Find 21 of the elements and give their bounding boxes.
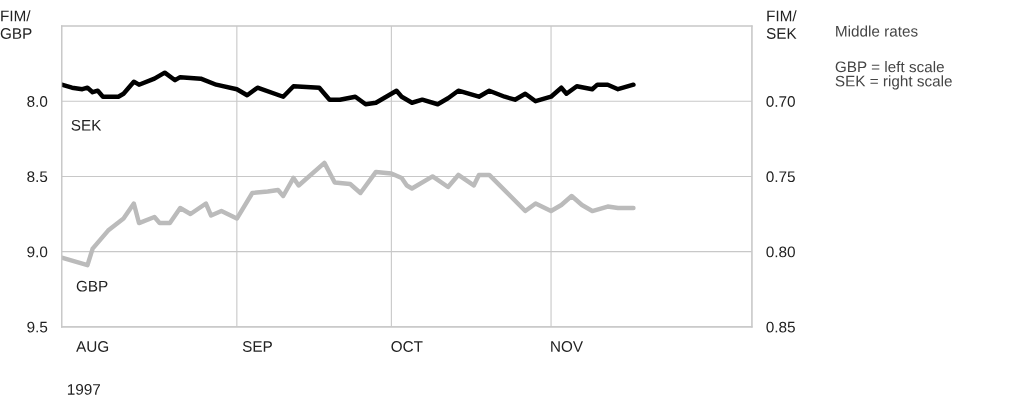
y2-tick-label: 0.85 [766,321,795,333]
text: GBP = left scale SEK = right scale [835,61,952,90]
x-tick-label: AUG [76,341,109,352]
x-tick-label: NOV [551,341,583,352]
series-label: SEK [71,119,102,131]
y-axis-title: FIM/ GBP [0,10,32,39]
y-tick-label: 8.5 [27,171,48,183]
y-tick-label: 8.0 [27,96,48,107]
line-series [61,70,636,107]
x-tick-label: OCT [391,341,423,352]
y2-tick-label: 0.75 [766,171,795,183]
x-tick-label: SEP [242,341,272,352]
series-label: GBP [76,280,108,292]
text: Middle rates [836,25,918,37]
line-series [61,160,636,268]
y-tick-label: 9.5 [27,321,48,333]
y2-tick-label: 0.70 [766,96,795,107]
y2-tick-label: 0.80 [766,246,795,258]
y-tick-label: 9.0 [27,246,48,258]
x-axis-title: 1997 [67,384,101,395]
y2-axis-title: FIM/ SEK [766,10,797,39]
